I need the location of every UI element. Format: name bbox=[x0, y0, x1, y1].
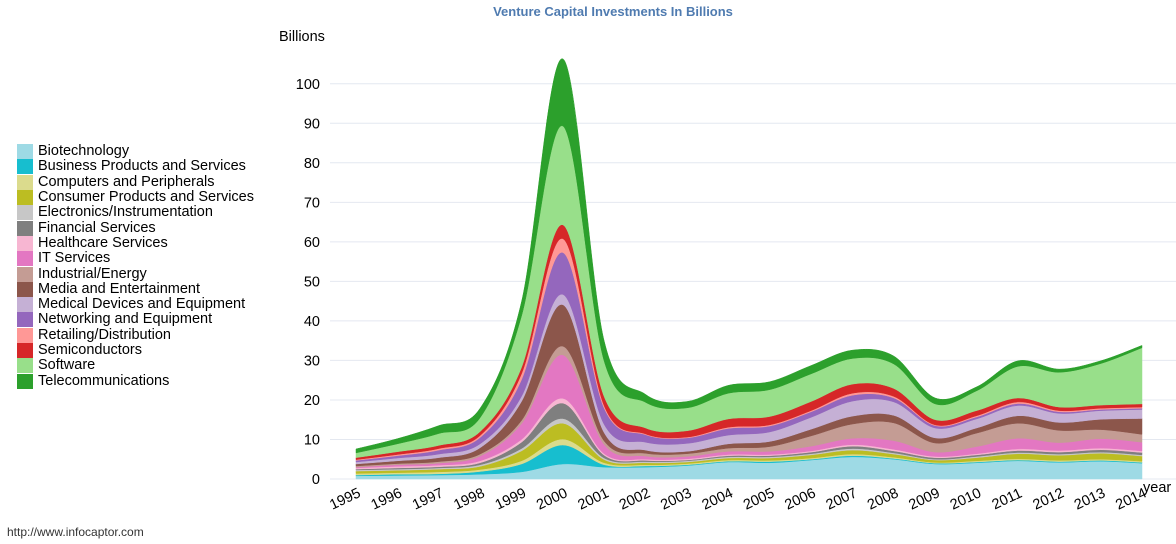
legend-label: IT Services bbox=[38, 250, 111, 267]
y-tick-label: 0 bbox=[312, 472, 320, 488]
legend-swatch bbox=[17, 281, 33, 297]
y-tick-label: 30 bbox=[304, 353, 320, 369]
x-tick-label: 2007 bbox=[824, 485, 860, 513]
chart-title: Venture Capital Investments In Billions bbox=[493, 4, 733, 19]
y-axis-ticks: 0 10 20 30 40 50 60 70 80 90 100 bbox=[296, 77, 320, 488]
legend-swatch bbox=[17, 159, 33, 175]
y-tick-label: 80 bbox=[304, 156, 320, 172]
legend-item[interactable]: Industrial/Energy bbox=[17, 265, 254, 282]
y-tick-label: 20 bbox=[304, 393, 320, 409]
y-tick-label: 10 bbox=[304, 432, 320, 448]
legend-item[interactable]: Computers and Peripherals bbox=[17, 173, 254, 190]
legend-label: Retailing/Distribution bbox=[38, 326, 171, 343]
legend-item[interactable]: Software bbox=[17, 357, 254, 374]
x-tick-label: 2009 bbox=[906, 485, 942, 513]
legend-swatch bbox=[17, 220, 33, 236]
legend-label: Business Products and Services bbox=[38, 158, 246, 175]
legend-label: Semiconductors bbox=[38, 342, 142, 358]
x-tick-label: 1997 bbox=[410, 485, 446, 513]
legend: Biotechnology Business Products and Servi… bbox=[17, 144, 254, 389]
series-areas bbox=[355, 58, 1143, 480]
x-axis-ticks: 1995 1996 1997 1998 1999 2000 2001 2002 2003 2004… bbox=[327, 485, 1149, 513]
x-tick-label: 2000 bbox=[534, 485, 570, 513]
legend-item[interactable]: Consumer Products and Services bbox=[17, 189, 254, 206]
y-tick-label: 90 bbox=[304, 116, 320, 132]
legend-swatch bbox=[17, 297, 33, 313]
legend-item[interactable]: Telecommunications bbox=[17, 372, 254, 389]
y-tick-label: 60 bbox=[304, 235, 320, 251]
x-tick-label: 2004 bbox=[700, 485, 736, 513]
y-tick-label: 40 bbox=[304, 314, 320, 330]
x-axis-label: year bbox=[1143, 480, 1171, 496]
x-tick-label: 2005 bbox=[741, 485, 777, 513]
x-tick-label: 2013 bbox=[1072, 485, 1108, 513]
legend-label: Software bbox=[38, 357, 96, 374]
legend-label: Medical Devices and Equipment bbox=[38, 296, 246, 313]
x-tick-label: 1996 bbox=[369, 485, 405, 513]
x-tick-label: 2011 bbox=[990, 486, 1025, 514]
legend-item[interactable]: Retailing/Distribution bbox=[17, 326, 254, 343]
legend-swatch bbox=[17, 358, 33, 374]
x-tick-label: 2001 bbox=[576, 485, 612, 513]
legend-label: Networking and Equipment bbox=[38, 311, 213, 328]
y-tick-label: 50 bbox=[304, 274, 320, 290]
legend-label: Healthcare Services bbox=[38, 234, 168, 251]
x-tick-label: 2003 bbox=[658, 485, 694, 513]
legend-label: Telecommunications bbox=[38, 372, 170, 389]
x-tick-label: 2002 bbox=[617, 485, 653, 513]
x-tick-label: 2010 bbox=[948, 485, 984, 513]
legend-label: Electronics/Instrumentation bbox=[38, 204, 213, 221]
legend-swatch bbox=[17, 144, 33, 160]
legend-item[interactable]: Media and Entertainment bbox=[17, 280, 254, 297]
legend-item[interactable]: Business Products and Services bbox=[17, 158, 254, 175]
legend-swatch bbox=[17, 251, 33, 267]
legend-label: Media and Entertainment bbox=[38, 280, 201, 297]
legend-swatch bbox=[17, 266, 33, 282]
legend-swatch bbox=[17, 174, 33, 190]
legend-item[interactable]: Electronics/Instrumentation bbox=[17, 204, 254, 221]
legend-label: Computers and Peripherals bbox=[38, 173, 215, 190]
x-tick-label: 2012 bbox=[1031, 485, 1067, 513]
source-url[interactable]: http://www.infocaptor.com bbox=[7, 525, 144, 539]
x-tick-label: 1998 bbox=[451, 485, 487, 513]
area-telecommunications[interactable] bbox=[355, 58, 1143, 454]
legend-swatch bbox=[17, 235, 33, 251]
legend-swatch bbox=[17, 373, 33, 389]
legend-label: Consumer Products and Services bbox=[38, 189, 254, 206]
y-tick-label: 70 bbox=[304, 195, 320, 211]
y-axis-label: Billions bbox=[279, 29, 325, 45]
x-tick-label: 2008 bbox=[865, 485, 901, 513]
legend-swatch bbox=[17, 327, 33, 343]
legend-swatch bbox=[17, 190, 33, 206]
legend-swatch bbox=[17, 205, 33, 221]
legend-item[interactable]: Biotechnology bbox=[17, 143, 254, 160]
legend-item[interactable]: IT Services bbox=[17, 250, 254, 267]
legend-label: Biotechnology bbox=[38, 143, 130, 160]
legend-item[interactable]: Networking and Equipment bbox=[17, 311, 254, 328]
legend-item[interactable]: Financial Services bbox=[17, 219, 254, 236]
legend-item[interactable]: Healthcare Services bbox=[17, 234, 254, 251]
legend-swatch bbox=[17, 312, 33, 328]
x-tick-label: 1999 bbox=[493, 485, 529, 513]
y-tick-label: 100 bbox=[296, 77, 320, 93]
legend-label: Financial Services bbox=[38, 219, 156, 236]
legend-swatch bbox=[17, 343, 33, 358]
legend-item[interactable]: Medical Devices and Equipment bbox=[17, 296, 254, 313]
x-tick-label: 1995 bbox=[327, 485, 363, 513]
legend-label: Industrial/Energy bbox=[38, 265, 147, 282]
legend-item[interactable]: Semiconductors bbox=[17, 343, 254, 358]
x-tick-label: 2006 bbox=[782, 485, 818, 513]
